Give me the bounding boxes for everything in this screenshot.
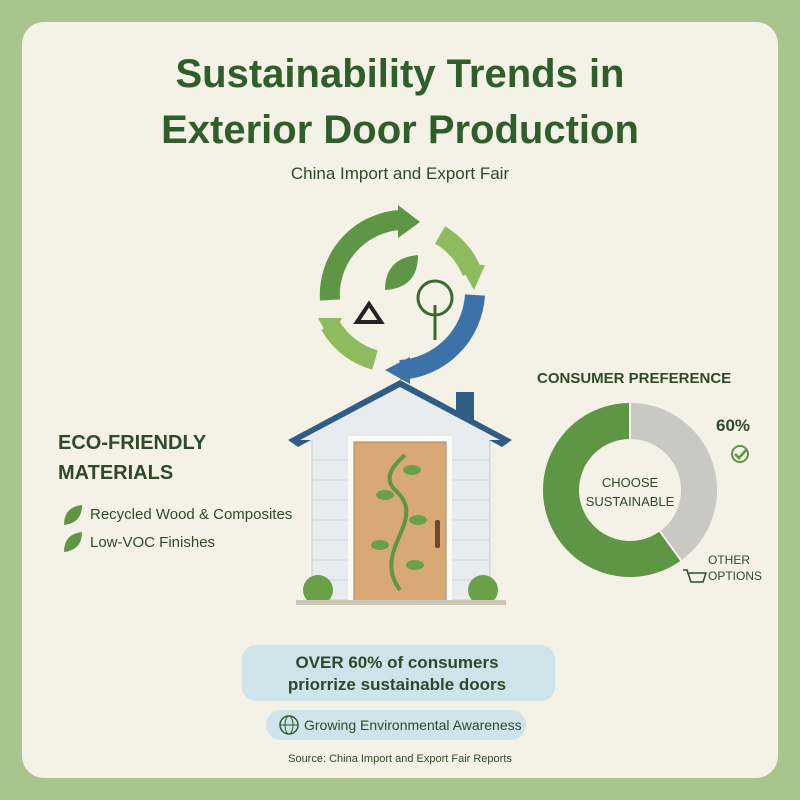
title: Exterior Door Production <box>161 108 639 152</box>
section-heading: CONSUMER PREFERENCE <box>537 370 732 387</box>
badge: Growing Environmental Awareness <box>304 717 522 733</box>
donut-segment <box>629 400 719 563</box>
subtitle: China Import and Export Fair <box>290 164 510 183</box>
value-label: 60% <box>716 416 751 435</box>
section-heading: ECO-FRIENDLY MATERIALS <box>58 432 206 484</box>
source: Source: China Import and Export Fair Rep… <box>288 753 512 765</box>
segment-label: CHOOSE SUSTAINABLE <box>585 475 675 509</box>
material-item: Recycled Wood & Composites <box>90 506 293 523</box>
donut-segment <box>541 400 684 579</box>
callout: OVER 60% of consumers priorrize sustaina… <box>287 653 507 694</box>
title: Sustainability Trends in <box>175 52 625 96</box>
material-item: Low-VOC Finishes <box>90 534 216 551</box>
segment-label: OTHER OPTIONS <box>708 553 763 583</box>
